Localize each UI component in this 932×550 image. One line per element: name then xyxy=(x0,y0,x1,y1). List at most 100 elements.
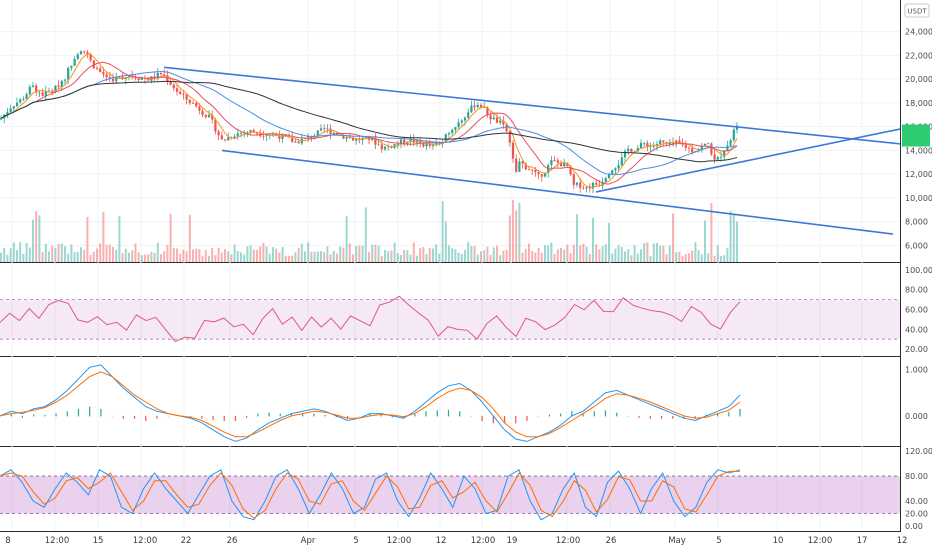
volume-bar xyxy=(288,255,290,262)
macd-histogram-bar xyxy=(89,406,91,417)
candle-body xyxy=(175,88,179,92)
volume-bar xyxy=(444,221,447,262)
volume-bar xyxy=(284,255,287,262)
candle-body xyxy=(211,114,214,120)
volume-bar xyxy=(553,253,556,262)
macd-histogram-bar xyxy=(380,414,382,417)
volume-bar xyxy=(240,252,242,262)
candle-body xyxy=(89,54,92,61)
candle-body xyxy=(601,181,604,186)
candle-body xyxy=(495,117,499,123)
volume-bar xyxy=(358,245,361,262)
macd-histogram-bar xyxy=(44,414,46,417)
macd-signal-line xyxy=(0,371,741,438)
candle-body xyxy=(249,130,252,133)
candle-body xyxy=(492,117,495,120)
macd-histogram-bar xyxy=(133,415,136,419)
candle-body xyxy=(483,107,486,108)
volume-bar xyxy=(6,254,9,262)
candle-body xyxy=(521,161,524,164)
candle-body xyxy=(127,75,131,78)
macd-histogram-bar xyxy=(55,413,57,417)
price-tick-label: 12,000 xyxy=(905,170,932,179)
candle-body xyxy=(115,76,118,82)
candle-body xyxy=(476,104,479,108)
volume-bar xyxy=(67,253,70,262)
candle-body xyxy=(140,78,143,80)
stoch-tick-label: 0.00 xyxy=(905,522,923,531)
macd-histogram-bar xyxy=(683,415,685,419)
moving-averages xyxy=(0,53,738,188)
volume-bar xyxy=(44,243,47,262)
volume-bar xyxy=(297,248,300,262)
candle-body xyxy=(623,151,627,158)
volume-bar xyxy=(364,207,367,262)
volume-bar xyxy=(188,214,191,262)
macd-histogram-bar xyxy=(145,415,147,422)
price-tick-label: 14,000 xyxy=(905,146,932,155)
volume-bar xyxy=(35,211,38,262)
volume-bar xyxy=(252,249,255,262)
stochastic-panel xyxy=(0,469,900,521)
trendline-3 xyxy=(595,128,901,193)
candle-body xyxy=(54,85,57,92)
volume-bar xyxy=(0,252,2,262)
time-tick-label: 10 xyxy=(773,536,784,546)
candle-body xyxy=(60,80,63,87)
macd-histogram-bar xyxy=(638,415,640,418)
volume-bar xyxy=(550,242,553,262)
candle-body xyxy=(281,134,284,140)
price-tick-label: 20,000 xyxy=(905,75,932,84)
volume-bar xyxy=(496,245,498,262)
candle-body xyxy=(572,174,575,185)
volume-bar xyxy=(208,255,210,262)
candle-body xyxy=(118,76,121,78)
volume-bar xyxy=(601,246,604,262)
price-tick-label: 8,000 xyxy=(905,218,928,227)
volume-bar xyxy=(28,247,31,262)
volume-bar xyxy=(329,254,332,262)
candle-body xyxy=(668,142,671,145)
macd-histogram-bar xyxy=(66,411,68,417)
macd-histogram-bar xyxy=(268,412,270,417)
candle-body xyxy=(454,127,457,130)
moving-average-line-fast xyxy=(0,53,738,188)
candle-body xyxy=(534,169,537,173)
trendlines[interactable] xyxy=(163,66,901,235)
macd-histogram-bar xyxy=(313,413,315,417)
candle-body xyxy=(28,86,31,95)
volume-bar xyxy=(707,253,710,262)
volume-bar xyxy=(598,249,601,262)
candle-body xyxy=(595,182,598,185)
volume-bar xyxy=(473,245,476,262)
candle-body xyxy=(25,94,28,100)
volume-bar xyxy=(57,243,60,262)
macd-histogram-bar xyxy=(77,408,80,417)
candle-body xyxy=(185,94,188,100)
candle-body xyxy=(182,94,185,95)
time-tick-label: 12:00 xyxy=(471,536,496,546)
grid-lines xyxy=(0,0,900,531)
candle-body xyxy=(643,142,646,144)
volume-bar xyxy=(732,214,735,262)
candle-body xyxy=(451,129,454,134)
candle-body xyxy=(422,142,425,147)
candle-body xyxy=(332,132,335,134)
macd-histogram-bar xyxy=(604,410,607,417)
volume-bar xyxy=(137,252,140,262)
volume-bar xyxy=(294,252,297,262)
volume-bar xyxy=(380,255,383,262)
macd-histogram-bar xyxy=(33,414,35,417)
candle-body xyxy=(310,136,313,139)
volume-bar xyxy=(256,249,258,262)
volume-bar xyxy=(470,246,473,262)
volume-bar xyxy=(518,202,521,262)
time-axis[interactable]: 8 12:00 15 12:00 22 26 Apr 5 12:00 12 12:00 19 12:00… xyxy=(5,536,907,546)
macd-histogram-bar xyxy=(122,415,124,419)
macd-histogram-bar xyxy=(526,415,528,422)
macd-histogram-bar xyxy=(660,415,663,419)
macd-histogram-bar xyxy=(246,415,248,418)
volume-bar xyxy=(105,244,108,262)
volume-bar xyxy=(147,254,150,262)
